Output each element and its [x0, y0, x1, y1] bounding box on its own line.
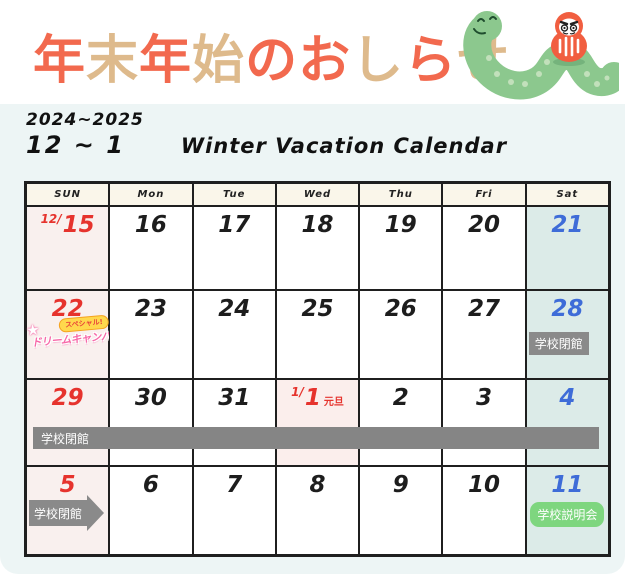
page-title: 年末年始のおしらせ [33, 18, 510, 93]
title-char: 年 [33, 31, 87, 91]
day-header-sat: Sat [525, 183, 609, 206]
daruma-stripes [558, 36, 580, 57]
dream-campus-name: ドリームキャンパス [30, 329, 122, 350]
snake-head [472, 11, 502, 41]
daruma-brow-left [559, 20, 569, 26]
daruma-mustache-left [562, 32, 569, 35]
calendar-cell-dec31: 31 [192, 379, 276, 466]
calendar-cell-dec24: 24 [192, 290, 276, 379]
school-closed-arrow: 学校閉館 [29, 495, 104, 531]
calendar-cell-jan6: 6 [109, 466, 193, 555]
school-info-session-badge: 学校説明会 [530, 502, 605, 528]
day-header-fri: Fri [442, 183, 526, 206]
calendar-cell-jan7: 7 [192, 466, 276, 555]
day-header-thu: Thu [359, 183, 443, 206]
day-header-mon: Mon [109, 183, 193, 206]
calendar-cell-dec22: 22 ★ スペシャル! ドリームキャンパス [25, 290, 121, 379]
daruma-brow-right [569, 20, 579, 26]
snake-eye-right [489, 16, 497, 20]
calendar-cell-jan1: 1/1 元旦 [275, 379, 360, 466]
calendar-cell-dec16: 16 [109, 206, 193, 290]
calendar-cell-jan9: 9 [359, 466, 443, 555]
day-header-tue: Tue [192, 183, 276, 206]
school-closed-bar: 学校閉館 [33, 427, 599, 449]
calendar-grid: SUN Mon Tue Wed Thu Fri Sat 12/15 16 17 … [24, 181, 611, 557]
calendar-cell-jan2: 2 [359, 379, 443, 466]
calendar-cell-jan3: 3 [442, 379, 526, 466]
snake-daruma-illustration [447, 0, 625, 104]
title-band: 年末年始のおしらせ [0, 0, 625, 104]
snake-eye-left [477, 18, 485, 22]
subtitle-block: 2024~2025 12 ~ 1 Winter Vacation Calenda… [26, 110, 507, 159]
calendar-cell-dec26: 26 [359, 290, 443, 379]
calendar-cell-jan4: 4 [525, 379, 609, 466]
title-char: の [245, 31, 299, 91]
title-char: し [351, 31, 405, 91]
daruma-mustache-right [569, 32, 576, 35]
title-char: ら [404, 31, 458, 91]
new-years-day-label: 元旦 [323, 397, 344, 408]
calendar-cell-dec29: 29 [26, 379, 110, 466]
calendar-cell-dec17: 17 [192, 206, 276, 290]
snake-body [463, 12, 625, 100]
calendar-cell-dec27: 27 [442, 290, 526, 379]
title-char: 末 [86, 31, 140, 91]
calendar-caption: Winter Vacation Calendar [180, 134, 508, 158]
title-char: 年 [139, 31, 193, 91]
calendar-cell-dec21: 21 [525, 206, 609, 290]
snake-spots [486, 55, 610, 87]
day-header-sun: SUN [26, 183, 110, 206]
calendar-cell-jan10: 10 [442, 466, 526, 555]
calendar-cell-dec30: 30 [109, 379, 193, 466]
title-char: 始 [192, 31, 246, 91]
calendar-cell-dec23: 23 [109, 290, 193, 379]
calendar-cell-dec19: 19 [359, 206, 443, 290]
calendar-cell-dec20: 20 [442, 206, 526, 290]
calendar-cell-jan5: 5 学校閉館 [26, 466, 110, 555]
calendar-cell-dec18: 18 [275, 206, 360, 290]
snake-smile [473, 28, 486, 35]
calendar-cell-jan11: 11 学校説明会 [525, 466, 609, 555]
calendar-cell-dec28: 28 学校閉館 [525, 290, 609, 379]
day-header-wed: Wed [275, 183, 360, 206]
month-range: 12 ~ 1 [26, 131, 125, 159]
title-char: お [298, 31, 352, 91]
dream-campus-logo: ★ スペシャル! ドリームキャンパス [25, 315, 121, 358]
calendar-cell-jan8: 8 [275, 466, 360, 555]
calendar-cell-dec15: 12/15 [26, 206, 110, 290]
snake-illustration-svg [463, 11, 625, 100]
school-closed-badge: 学校閉館 [528, 332, 589, 356]
calendar-cell-dec25: 25 [275, 290, 360, 379]
daruma-doll [551, 12, 587, 62]
year-range: 2024~2025 [26, 110, 144, 130]
